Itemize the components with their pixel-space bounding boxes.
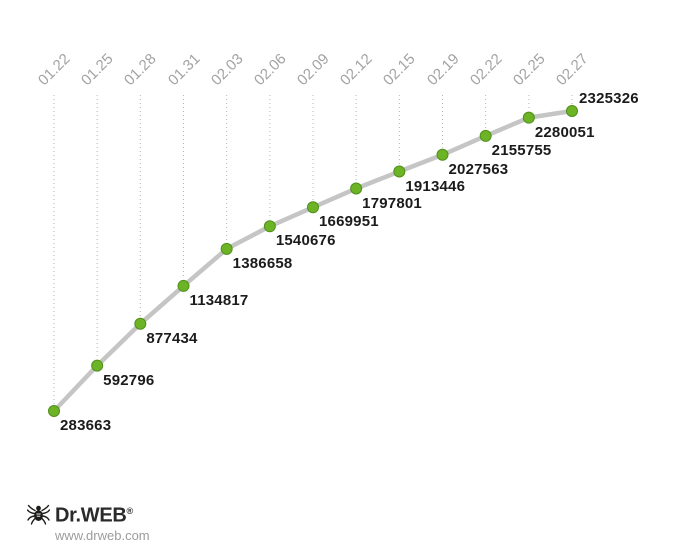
value-label: 1540676: [275, 232, 336, 250]
data-point: [350, 182, 363, 195]
data-point: [263, 220, 276, 233]
value-label: 1797801: [362, 194, 422, 212]
logo-wordmark: Dr.WEB®: [55, 501, 150, 526]
data-point: [177, 279, 190, 292]
data-point: [220, 242, 233, 255]
logo-text: Dr.WEB: [55, 504, 127, 527]
logo-text-block: Dr.WEB® www.drweb.com: [55, 501, 150, 543]
data-point: [48, 405, 60, 417]
value-label: 877434: [146, 329, 198, 347]
drweb-logo: Dr.WEB® www.drweb.com: [27, 501, 150, 543]
value-label: 592796: [103, 371, 155, 389]
value-label: 1669951: [319, 213, 379, 231]
data-point: [566, 105, 578, 117]
spider-icon: [27, 504, 50, 525]
data-point: [393, 165, 406, 178]
data-point: [307, 201, 319, 214]
data-point: [436, 148, 449, 161]
value-label: 2155755: [491, 141, 552, 159]
value-label: 2027563: [448, 160, 509, 178]
value-label: 2325326: [579, 90, 639, 107]
value-label: 1134817: [189, 291, 249, 309]
registered-mark: ®: [126, 506, 134, 516]
value-label: 2280051: [534, 123, 595, 141]
data-point: [134, 317, 147, 330]
logo-url: www.drweb.com: [55, 527, 150, 543]
growth-line-chart: 01.22 01.25 01.28 01.31 02.03 02.06 02.09 02.12…: [35, 50, 639, 434]
data-point: [522, 111, 535, 124]
data-point: [91, 359, 104, 372]
value-label: 1913446: [405, 177, 466, 195]
data-point: [479, 129, 492, 142]
chart-plot: [48, 95, 578, 417]
value-label: 283663: [60, 417, 112, 434]
value-label: 1386658: [232, 254, 293, 272]
